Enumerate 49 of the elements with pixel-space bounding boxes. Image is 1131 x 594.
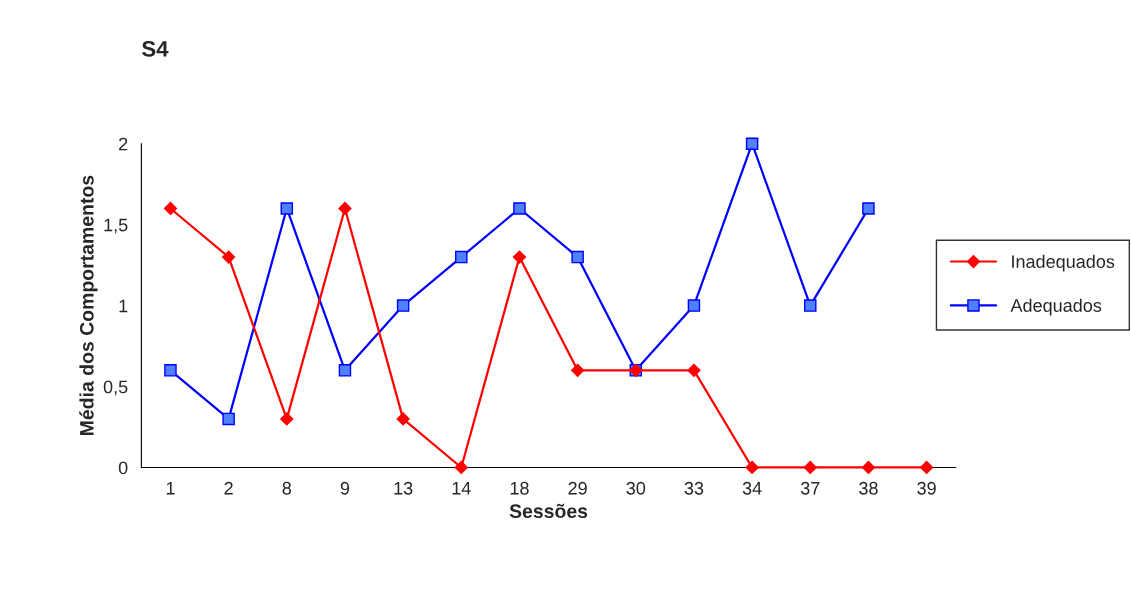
x-tick-label: 8 <box>282 481 292 495</box>
point <box>861 460 876 475</box>
x-tick-label: 38 <box>859 481 878 495</box>
point <box>687 363 701 377</box>
point <box>396 299 410 312</box>
x-tick-label: 34 <box>742 481 762 495</box>
y-axis-title: Média dos Comportamentos <box>79 175 98 436</box>
point <box>338 201 352 216</box>
x-tick-label: 1 <box>166 482 175 495</box>
point <box>571 250 584 264</box>
legend-label: Adequados <box>1010 298 1102 316</box>
x-tick-label: 30 <box>626 481 646 495</box>
point <box>803 460 817 475</box>
x-tick-label: 18 <box>510 481 529 495</box>
point <box>804 299 817 312</box>
y-tick-label: 0 <box>118 461 128 475</box>
y-tick-label: 1 <box>119 299 128 313</box>
point <box>513 202 526 215</box>
y-tick-label: 1,5 <box>104 218 128 234</box>
point <box>455 250 468 264</box>
point <box>280 412 294 426</box>
x-axis-title: Sessões <box>509 503 588 519</box>
point <box>396 412 410 426</box>
chart-title: S4 <box>142 40 169 57</box>
point <box>745 460 759 475</box>
x-tick-label: 2 <box>224 481 233 495</box>
x-tick-label: 14 <box>452 482 471 495</box>
x-tick-label: 37 <box>800 481 820 495</box>
x-tick-label: 29 <box>568 481 587 495</box>
point <box>163 201 178 216</box>
y-tick-label: 0,5 <box>103 380 128 396</box>
point <box>687 299 701 312</box>
point <box>571 363 585 377</box>
point <box>512 250 527 264</box>
x-tick-label: 9 <box>340 481 350 495</box>
x-tick-label: 13 <box>394 481 413 495</box>
y-tick-label: 2 <box>119 137 128 151</box>
point <box>222 250 236 264</box>
point <box>920 460 934 475</box>
point <box>222 412 235 426</box>
point <box>454 460 468 475</box>
point <box>338 364 352 377</box>
point <box>862 202 875 215</box>
legend-label: Inadequados <box>1012 254 1115 272</box>
x-tick-label: 33 <box>684 481 704 495</box>
point <box>280 202 294 215</box>
point <box>164 364 177 377</box>
point <box>745 137 759 150</box>
x-tick-label: 39 <box>917 481 936 495</box>
